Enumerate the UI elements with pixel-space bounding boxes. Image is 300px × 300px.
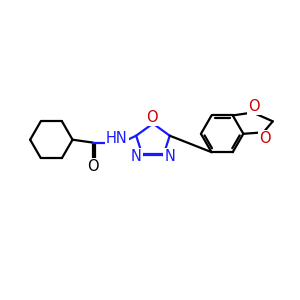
Text: O: O [146,110,157,124]
Text: HN: HN [106,131,128,146]
Text: N: N [164,149,175,164]
Text: O: O [248,98,260,113]
Text: O: O [87,159,99,174]
Text: N: N [130,149,142,164]
Text: O: O [259,131,271,146]
